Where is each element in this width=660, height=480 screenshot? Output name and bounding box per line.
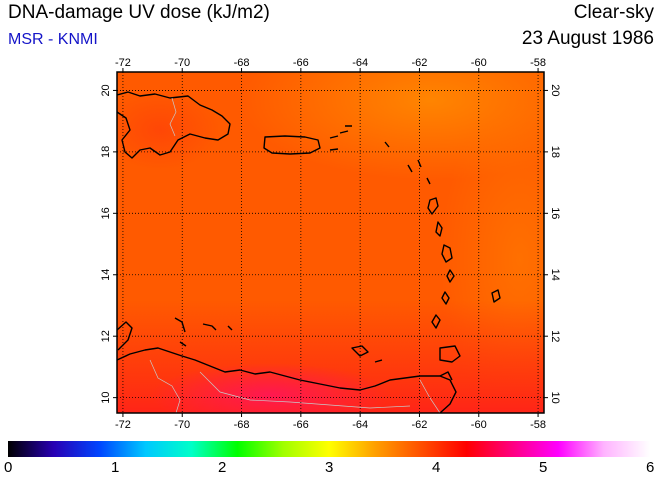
lon-label-bottom: -70 [174, 419, 190, 431]
lon-label-bottom: -72 [115, 419, 131, 431]
lat-label-right: 10 [549, 392, 561, 404]
source-label: MSR - KNMI [8, 31, 98, 48]
uv-high-north [240, 72, 544, 180]
lon-label-top: -60 [471, 57, 487, 69]
axis-ticks: -72 -72 -70 -70 -68 -68 -66 -66 -64 -64 -62 -62 -60 -… [100, 57, 561, 431]
virgin-islands [329, 125, 352, 151]
color-scale-label: 3 [325, 459, 334, 476]
lon-label-top: -68 [234, 57, 250, 69]
uv-peak-south [150, 363, 390, 413]
color-scale-label: 0 [4, 459, 13, 476]
uv-west-patch [117, 90, 220, 170]
lon-label-top: -64 [352, 57, 368, 69]
lat-label-right: 16 [549, 207, 561, 219]
lat-label-right: 18 [549, 146, 561, 158]
lon-label-top: -72 [115, 57, 131, 69]
lon-label-bottom: -60 [471, 419, 487, 431]
lon-label-top: -58 [530, 57, 546, 69]
guyana-border [419, 379, 441, 413]
colombia-venezuela-border [149, 359, 181, 413]
lon-label-bottom: -68 [234, 419, 250, 431]
lon-label-bottom: -58 [530, 419, 546, 431]
lon-label-top: -66 [293, 57, 309, 69]
hispaniola-coast [117, 91, 231, 159]
graticule [117, 72, 544, 413]
lon-label-bottom: -64 [352, 419, 368, 431]
lat-label-left: 14 [100, 269, 112, 281]
lat-label-left: 16 [100, 207, 112, 219]
haiti-dr-border [169, 97, 177, 137]
lat-label-right: 20 [549, 84, 561, 96]
lon-label-top: -62 [412, 57, 428, 69]
lat-label-left: 20 [100, 84, 112, 96]
lon-label-bottom: -66 [293, 419, 309, 431]
sky-condition-label: Clear-sky [573, 2, 654, 23]
lesser-antilles [384, 141, 501, 329]
color-scale-label: 5 [539, 459, 548, 476]
venezuela-interior [199, 371, 411, 409]
margarita-coast [351, 345, 383, 363]
lat-label-right: 12 [549, 330, 561, 342]
color-scale-label: 2 [218, 459, 227, 476]
borders [149, 97, 441, 413]
lat-label-left: 10 [100, 392, 112, 404]
color-scale-bar [8, 441, 650, 457]
uv-field [117, 72, 544, 413]
lon-label-bottom: -62 [412, 419, 428, 431]
color-scale-label: 6 [646, 459, 655, 476]
puerto-rico-coast [263, 135, 321, 155]
date-label: 23 August 1986 [521, 28, 654, 49]
color-scale-label: 1 [111, 459, 120, 476]
map-title: DNA-damage UV dose (kJ/m2) [8, 2, 270, 23]
lat-label-left: 12 [100, 330, 112, 342]
lat-label-right: 14 [549, 269, 561, 281]
lat-label-left: 18 [100, 146, 112, 158]
map-frame [116, 71, 545, 414]
lon-label-top: -70 [174, 57, 190, 69]
color-scale-label: 4 [432, 459, 441, 476]
trinidad-coast [439, 345, 461, 381]
